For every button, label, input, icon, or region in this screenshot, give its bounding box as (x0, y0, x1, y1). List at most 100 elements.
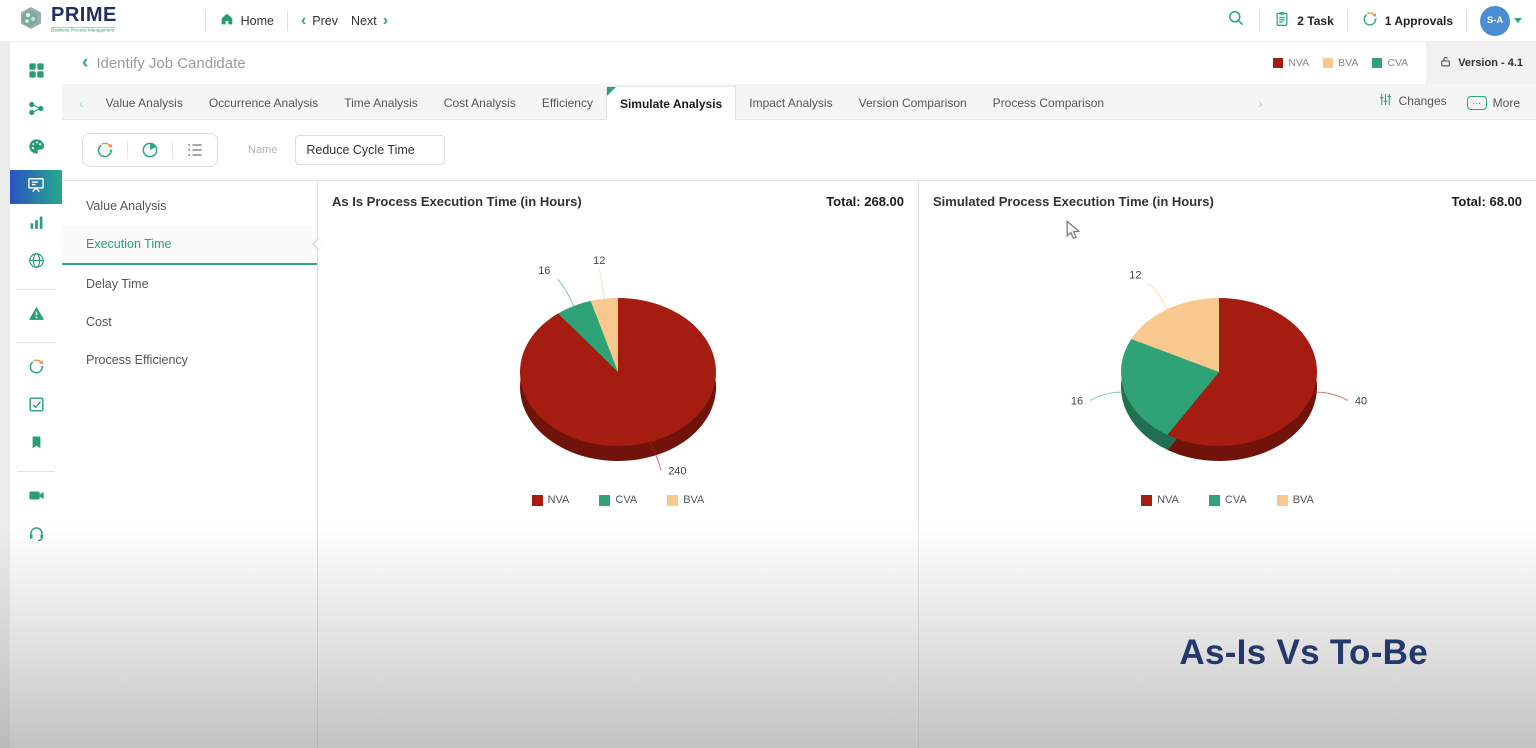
pie-slice-nva[interactable] (1167, 298, 1317, 446)
as-is-chart-total: Total: 268.00 (826, 194, 904, 209)
sidebar-item-headset[interactable] (10, 519, 62, 553)
approvals-count-label: 1 Approvals (1384, 13, 1453, 28)
tab-simulate-analysis[interactable]: Simulate Analysis (605, 86, 737, 120)
changes-button[interactable]: Changes (1378, 92, 1447, 119)
divider (204, 10, 206, 31)
chart-legend-swatch-bva (1276, 494, 1288, 506)
side-menu-item-delay-time[interactable]: Delay Time (86, 277, 149, 291)
sync-icon[interactable] (95, 140, 115, 160)
analysis-side-menu: Value Analysis Execution Time Delay Time Co… (62, 181, 324, 748)
more-button[interactable]: ⋯ More (1466, 96, 1520, 119)
tab-cost-analysis[interactable]: Cost Analysis (443, 96, 516, 110)
back-icon[interactable]: ‹ (82, 52, 89, 73)
mouse-cursor (1066, 220, 1081, 240)
legend-swatch-cva (1372, 58, 1383, 68)
prev-label: Prev (312, 13, 338, 28)
warning-icon (27, 304, 46, 328)
legend-label: CVA (1387, 57, 1409, 69)
sliders-icon (1378, 92, 1393, 110)
next-button[interactable]: Next › (351, 12, 388, 29)
side-menu-item-execution-time[interactable]: Execution Time (62, 225, 324, 265)
pie-chart-icon[interactable] (140, 140, 160, 160)
tab-process-comparison[interactable]: Process Comparison (992, 96, 1105, 110)
simulation-name-input[interactable] (295, 135, 446, 165)
tab-scroll-left-icon[interactable]: ‹ (79, 95, 84, 111)
version-button[interactable]: Version - 4.1 (1426, 42, 1536, 84)
sidebar-item-video[interactable] (10, 481, 62, 515)
pie-slice-cva[interactable] (1121, 339, 1219, 435)
pie-data-label-nva: 40 (1355, 395, 1367, 407)
approvals-button[interactable]: 1 Approvals (1361, 10, 1453, 31)
divider (1259, 10, 1261, 31)
tab-impact-analysis[interactable]: Impact Analysis (749, 96, 833, 110)
simulated-pie-chart: 40 16 12 (1071, 270, 1367, 461)
sidebar-item-globe[interactable] (10, 246, 62, 280)
legend-chip-bva: BVA (1323, 57, 1358, 69)
chart-legend-swatch-nva (1141, 494, 1153, 506)
chart-legend-label: NVA (1157, 494, 1179, 506)
chevron-left-icon: ‹ (300, 11, 307, 29)
sidebar-item-bar-chart[interactable] (10, 208, 62, 242)
pie-data-label-cva: 16 (1071, 395, 1083, 407)
tab-time-analysis[interactable]: Time Analysis (344, 96, 418, 110)
tab-occurrence-analysis[interactable]: Occurrence Analysis (208, 96, 319, 110)
pie-callout-line-cva (557, 278, 575, 307)
unlock-icon (1439, 55, 1452, 71)
prev-button[interactable]: ‹ Prev (300, 11, 338, 29)
chart-legend-label: BVA (683, 494, 705, 506)
legend-chip-cva: CVA (1372, 57, 1408, 69)
prime-logo[interactable]: PRIME Business Process Management (18, 5, 192, 36)
home-icon (219, 11, 235, 30)
tool-group (82, 133, 218, 167)
tab-version-comparison[interactable]: Version Comparison (858, 96, 967, 110)
sidebar-item-dashboard[interactable] (10, 56, 62, 90)
pie-slice-bva[interactable] (590, 298, 618, 372)
tab-value-analysis[interactable]: Value Analysis (105, 96, 183, 110)
sidebar-item-palette[interactable] (10, 132, 62, 166)
sidebar-item-workflow[interactable] (10, 94, 62, 128)
more-label: More (1492, 96, 1520, 110)
pie-callout-line-bva (598, 268, 605, 299)
sidebar-item-checklist[interactable] (10, 390, 62, 424)
legend-chip-nva: NVA (1273, 57, 1309, 69)
home-label: Home (240, 13, 274, 28)
pie-callout-line-bva (1148, 283, 1168, 310)
side-menu-item-value-analysis[interactable]: Value Analysis (86, 199, 167, 213)
icon-sidebar (10, 42, 62, 748)
divider (172, 141, 173, 159)
divider (1466, 10, 1467, 31)
divider (1346, 10, 1348, 31)
as-is-chart-panel: As Is Process Execution Time (in Hours) … (318, 181, 919, 748)
sidebar-item-warning[interactable] (10, 299, 62, 333)
headset-icon (27, 524, 46, 548)
bookmark-icon (28, 434, 45, 456)
value-legend: NVA BVA CVA (1273, 57, 1408, 69)
search-icon[interactable] (1226, 8, 1246, 33)
sidebar-divider (17, 342, 55, 343)
tab-efficiency[interactable]: Efficiency (541, 96, 593, 110)
tasks-button[interactable]: 2 Task (1273, 10, 1334, 31)
version-label: Version - 4.1 (1458, 57, 1523, 69)
side-menu-item-process-efficiency[interactable]: Process Efficiency (86, 353, 188, 367)
simulation-toolbar: Name (62, 120, 1536, 180)
home-button[interactable]: Home (219, 11, 274, 30)
list-icon[interactable] (185, 140, 205, 160)
side-menu-item-cost[interactable]: Cost (86, 315, 112, 329)
sidebar-item-bookmark[interactable] (10, 428, 62, 462)
sidebar-item-presentation[interactable] (10, 170, 62, 204)
presentation-icon (26, 175, 46, 200)
changes-label: Changes (1398, 94, 1447, 108)
pie-slice-bva[interactable] (1131, 298, 1219, 372)
sidebar-item-sync[interactable] (10, 352, 62, 386)
pie-slice-cva[interactable] (558, 300, 618, 372)
chart-legend-label: BVA (1292, 494, 1314, 506)
clipboard-icon (1273, 10, 1291, 31)
prime-logo-icon (18, 5, 44, 36)
tab-scroll-right-icon[interactable]: › (1257, 95, 1263, 111)
simulated-chart-title: Simulated Process Execution Time (in Hou… (933, 194, 1214, 209)
more-icon: ⋯ (1466, 96, 1487, 110)
avatar[interactable]: S-A (1480, 5, 1510, 36)
video-icon (27, 486, 46, 510)
user-menu[interactable]: S-A (1480, 5, 1522, 36)
simulated-chart-total: Total: 68.00 (1451, 194, 1522, 209)
